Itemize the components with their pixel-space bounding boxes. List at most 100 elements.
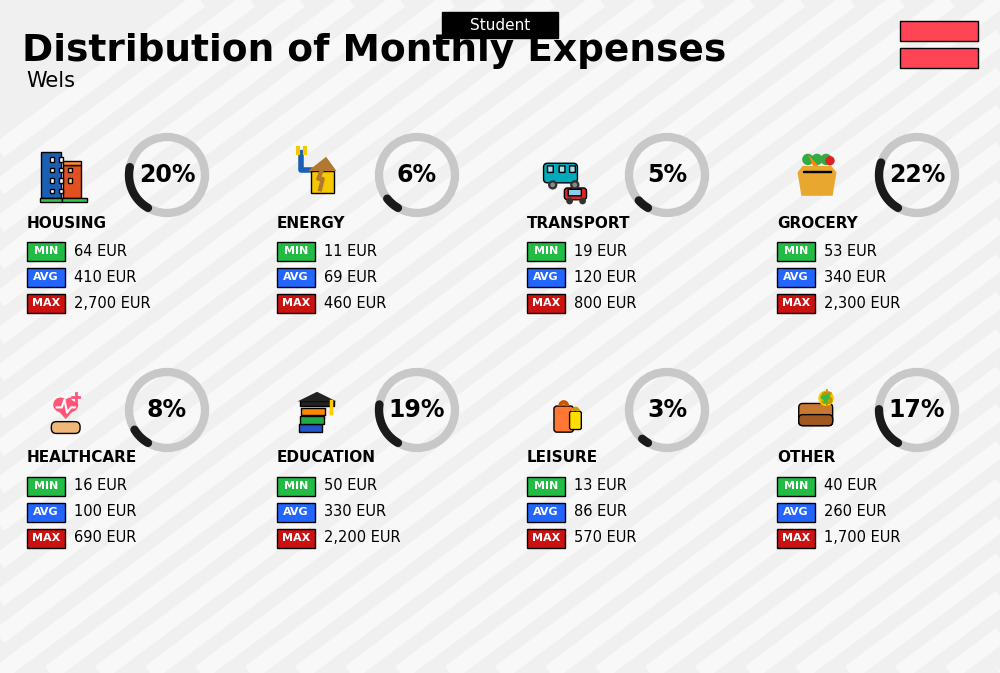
Polygon shape (798, 166, 836, 196)
FancyBboxPatch shape (568, 189, 581, 196)
Text: ENERGY: ENERGY (277, 215, 346, 230)
Text: 570 EUR: 570 EUR (574, 530, 637, 546)
FancyBboxPatch shape (570, 411, 581, 429)
FancyBboxPatch shape (527, 293, 565, 312)
Text: AVG: AVG (783, 507, 809, 517)
Text: AVG: AVG (33, 507, 59, 517)
Text: MIN: MIN (784, 246, 808, 256)
FancyBboxPatch shape (527, 503, 565, 522)
Polygon shape (298, 392, 336, 401)
Text: MIN: MIN (34, 246, 58, 256)
Text: MIN: MIN (534, 481, 558, 491)
Text: MAX: MAX (782, 533, 810, 543)
Text: 5%: 5% (647, 163, 687, 187)
FancyBboxPatch shape (777, 476, 815, 495)
Text: 1,700 EUR: 1,700 EUR (824, 530, 900, 546)
Text: Distribution of Monthly Expenses: Distribution of Monthly Expenses (22, 33, 726, 69)
FancyBboxPatch shape (570, 166, 575, 172)
FancyBboxPatch shape (27, 267, 65, 287)
Text: AVG: AVG (533, 272, 559, 282)
Circle shape (579, 198, 586, 205)
Text: TRANSPORT: TRANSPORT (527, 215, 631, 230)
Text: 17%: 17% (889, 398, 945, 422)
FancyBboxPatch shape (547, 166, 553, 172)
FancyBboxPatch shape (310, 171, 334, 193)
Text: 330 EUR: 330 EUR (324, 505, 386, 520)
FancyBboxPatch shape (527, 242, 565, 260)
Text: 13 EUR: 13 EUR (574, 479, 627, 493)
FancyBboxPatch shape (799, 415, 833, 425)
Text: MAX: MAX (282, 533, 310, 543)
FancyBboxPatch shape (63, 165, 81, 199)
FancyBboxPatch shape (27, 503, 65, 522)
Circle shape (572, 182, 577, 187)
Text: MAX: MAX (532, 298, 560, 308)
FancyBboxPatch shape (777, 503, 815, 522)
Text: 8%: 8% (147, 398, 187, 422)
FancyBboxPatch shape (277, 528, 315, 548)
Text: 800 EUR: 800 EUR (574, 295, 637, 310)
Text: 340 EUR: 340 EUR (824, 269, 886, 285)
Text: 19 EUR: 19 EUR (574, 244, 627, 258)
FancyBboxPatch shape (777, 528, 815, 548)
FancyBboxPatch shape (27, 293, 65, 312)
Text: 50 EUR: 50 EUR (324, 479, 377, 493)
Circle shape (818, 390, 834, 406)
FancyBboxPatch shape (277, 476, 315, 495)
FancyBboxPatch shape (51, 422, 80, 433)
Text: 410 EUR: 410 EUR (74, 269, 136, 285)
FancyBboxPatch shape (62, 199, 87, 203)
FancyBboxPatch shape (777, 242, 815, 260)
Text: 2,200 EUR: 2,200 EUR (324, 530, 401, 546)
Circle shape (53, 398, 68, 412)
Circle shape (820, 392, 832, 404)
Text: HEALTHCARE: HEALTHCARE (27, 450, 137, 466)
FancyBboxPatch shape (900, 48, 978, 68)
Text: Student: Student (470, 17, 530, 32)
FancyBboxPatch shape (799, 403, 833, 425)
Text: AVG: AVG (283, 507, 309, 517)
FancyBboxPatch shape (300, 416, 324, 424)
Circle shape (811, 153, 823, 165)
Polygon shape (808, 154, 818, 166)
FancyBboxPatch shape (544, 164, 577, 183)
FancyBboxPatch shape (27, 528, 65, 548)
FancyBboxPatch shape (527, 528, 565, 548)
Text: 460 EUR: 460 EUR (324, 295, 386, 310)
Circle shape (820, 153, 832, 165)
FancyBboxPatch shape (301, 408, 325, 415)
Text: 6%: 6% (397, 163, 437, 187)
FancyBboxPatch shape (777, 293, 815, 312)
Text: AVG: AVG (783, 272, 809, 282)
FancyBboxPatch shape (300, 401, 334, 406)
FancyBboxPatch shape (559, 166, 565, 172)
Circle shape (802, 153, 814, 165)
Text: AVG: AVG (33, 272, 59, 282)
Text: 120 EUR: 120 EUR (574, 269, 637, 285)
Text: MIN: MIN (784, 481, 808, 491)
Text: MAX: MAX (782, 298, 810, 308)
Circle shape (329, 411, 333, 415)
Circle shape (298, 150, 305, 156)
Text: 690 EUR: 690 EUR (74, 530, 136, 546)
Text: AVG: AVG (533, 507, 559, 517)
Polygon shape (318, 172, 323, 189)
FancyBboxPatch shape (527, 476, 565, 495)
FancyBboxPatch shape (554, 406, 574, 432)
Text: 100 EUR: 100 EUR (74, 505, 136, 520)
Text: 40 EUR: 40 EUR (824, 479, 877, 493)
FancyBboxPatch shape (27, 242, 65, 260)
Text: Wels: Wels (26, 71, 75, 91)
Text: 2,300 EUR: 2,300 EUR (824, 295, 900, 310)
Circle shape (548, 180, 557, 190)
FancyBboxPatch shape (277, 242, 315, 260)
Text: 260 EUR: 260 EUR (824, 505, 887, 520)
Text: MAX: MAX (532, 533, 560, 543)
Text: HOUSING: HOUSING (27, 215, 107, 230)
Text: AVG: AVG (283, 272, 309, 282)
Text: 64 EUR: 64 EUR (74, 244, 127, 258)
FancyBboxPatch shape (50, 168, 54, 172)
Text: 16 EUR: 16 EUR (74, 479, 127, 493)
FancyBboxPatch shape (59, 157, 63, 162)
Text: 19%: 19% (389, 398, 445, 422)
